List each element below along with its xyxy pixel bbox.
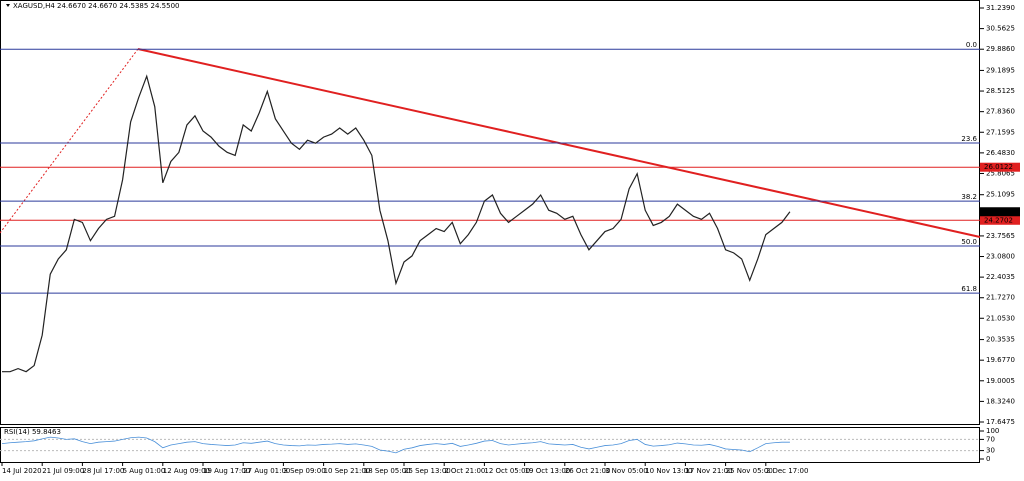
- y-tick-label: 26.4830: [986, 149, 1015, 157]
- x-tick-label: 10 Nov 13:00: [645, 467, 692, 475]
- price-tag-label: 24.2702: [984, 216, 1013, 224]
- x-tick-label: 3 Sep 09:00: [283, 467, 325, 475]
- x-tick-label: 25 Nov 05:00: [726, 467, 773, 475]
- x-tick-label: 5 Aug 01:00: [123, 467, 166, 475]
- x-tick-label: 12 Aug 09:00: [163, 467, 210, 475]
- price-line: [2, 74, 791, 373]
- y-tick-label: 29.8860: [986, 45, 1015, 53]
- y-tick-label: 27.8360: [986, 108, 1015, 116]
- x-tick-label: 2 Oct 21:00: [444, 467, 485, 475]
- y-tick-label: 31.2390: [986, 4, 1015, 12]
- x-tick-label: 17 Nov 21:00: [685, 467, 732, 475]
- y-tick-label: 25.8065: [986, 169, 1015, 177]
- y-tick-label: 30.5625: [986, 25, 1015, 33]
- x-tick-label: 18 Sep 05:00: [364, 467, 411, 475]
- y-tick-label: 23.7565: [986, 232, 1015, 240]
- rsi-label: RSI(14) 59.8463: [4, 428, 61, 436]
- chart-title: XAGUSD,H4 24.6670 24.6670 24.5385 24.550…: [13, 2, 179, 10]
- x-tick-label: 12 Oct 05:00: [484, 467, 530, 475]
- x-tick-label: 14 Jul 2020: [2, 467, 42, 475]
- y-tick-label: 21.7270: [986, 294, 1015, 302]
- rsi-tick-label: 70: [986, 435, 995, 443]
- y-tick-label: 22.4035: [986, 273, 1015, 281]
- price-tag-label: 24.5500: [984, 208, 1013, 216]
- x-tick-label: 3 Nov 05:00: [605, 467, 648, 475]
- rsi-tick-label: 100: [986, 427, 999, 435]
- y-tick-label: 18.3240: [986, 397, 1015, 405]
- x-tick-label: 10 Sep 21:00: [324, 467, 371, 475]
- main-frame: [0, 0, 980, 425]
- x-tick-label: 26 Oct 21:00: [565, 467, 611, 475]
- y-tick-label: 17.6475: [986, 418, 1015, 426]
- rsi-line: [1, 436, 790, 454]
- y-tick-label: 28.5125: [986, 87, 1015, 95]
- x-tick-label: 2 Dec 17:00: [766, 467, 809, 475]
- fib-level-label: 50.0: [961, 238, 977, 246]
- y-tick-label: 27.1595: [986, 128, 1015, 136]
- y-tick-label: 29.1895: [986, 66, 1015, 74]
- x-tick-label: 28 Jul 17:00: [82, 467, 124, 475]
- rsi-tick-label: 30: [986, 447, 995, 455]
- fib-level-label: 23.6: [961, 135, 977, 143]
- y-tick-label: 19.6770: [986, 356, 1015, 364]
- menu-arrow: [6, 4, 10, 7]
- x-tick-label: 19 Oct 13:00: [525, 467, 571, 475]
- x-tick-label: 21 Jul 09:00: [42, 467, 84, 475]
- fib-level-label: 0.0: [966, 41, 977, 49]
- y-tick-label: 21.0530: [986, 314, 1015, 322]
- fib-level-label: 61.8: [961, 285, 977, 293]
- price-tag: [980, 207, 1020, 217]
- y-tick-label: 19.0005: [986, 377, 1015, 385]
- x-tick-label: 27 Aug 01:00: [243, 467, 290, 475]
- price-tag-label: 26.0122: [984, 163, 1013, 171]
- price-tag: [980, 215, 1020, 225]
- rsi-frame: [0, 427, 980, 463]
- price-tag: [980, 162, 1020, 172]
- rsi-tick-label: 0: [986, 455, 990, 463]
- y-tick-label: 25.1095: [986, 191, 1015, 199]
- y-tick-label: 23.0800: [986, 253, 1015, 261]
- x-tick-label: 19 Aug 17:00: [203, 467, 250, 475]
- x-tick-label: 25 Sep 13:00: [404, 467, 451, 475]
- y-tick-label: 20.3535: [986, 336, 1015, 344]
- fib-level-label: 38.2: [961, 193, 977, 201]
